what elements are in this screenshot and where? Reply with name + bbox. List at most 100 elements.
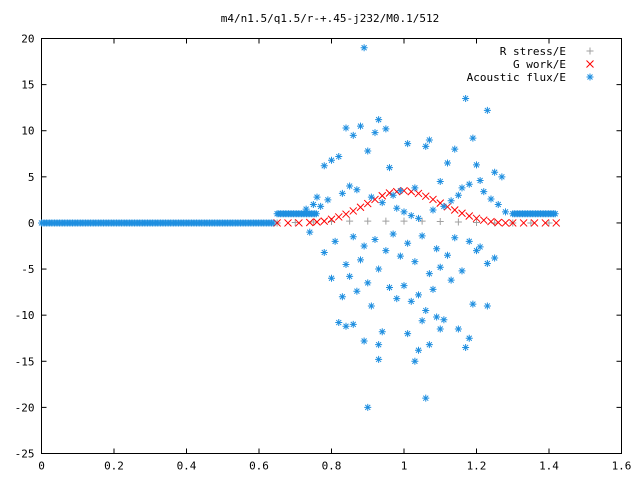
y-tick-label: -15 <box>15 355 35 368</box>
legend-marker <box>586 60 594 68</box>
data-point <box>473 247 480 255</box>
data-point <box>415 291 422 299</box>
data-point <box>305 218 314 227</box>
data-point <box>476 243 484 251</box>
data-point <box>269 219 277 227</box>
data-point <box>479 216 488 225</box>
legend-label: G work/E <box>513 58 566 71</box>
axis-tick-labels: 0 0.2 0.4 0.6 0.8 1 1.2 1.4 1.6 20 15 10 5 0 -5 -10 -15 -… <box>15 33 632 473</box>
data-point <box>291 218 299 226</box>
data-point <box>367 193 375 201</box>
data-point <box>364 279 372 287</box>
data-point <box>436 218 444 226</box>
data-point <box>404 330 412 338</box>
x-tick-label: 0.4 <box>177 460 197 473</box>
data-point <box>465 212 474 220</box>
data-point <box>363 199 372 208</box>
data-point <box>545 219 553 227</box>
y-tick-label: 5 <box>28 171 35 184</box>
data-point <box>480 188 488 196</box>
data-point <box>360 44 368 52</box>
data-point <box>353 186 361 194</box>
data-point <box>386 164 393 172</box>
x-tick-label: 1.2 <box>467 460 487 473</box>
data-point <box>382 125 390 133</box>
data-point <box>320 217 329 225</box>
data-point <box>375 116 383 124</box>
y-tick-label: -10 <box>15 309 35 322</box>
data-point <box>393 295 401 303</box>
data-point <box>458 209 466 218</box>
data-point <box>400 186 408 195</box>
data-point <box>367 302 375 310</box>
data-point <box>400 282 408 290</box>
data-point <box>447 197 455 205</box>
data-point <box>436 177 444 185</box>
data-point <box>404 140 412 148</box>
data-point <box>491 168 499 176</box>
data-point <box>422 142 430 150</box>
data-point <box>346 272 354 280</box>
y-tick-label: 0 <box>28 217 35 230</box>
legend-label: Acoustic flux/E <box>467 71 566 84</box>
data-point <box>415 214 422 222</box>
y-tick-label: 10 <box>21 125 34 138</box>
data-point <box>411 357 419 365</box>
legend-marker <box>586 73 594 81</box>
data-point <box>346 182 354 190</box>
data-point <box>320 248 328 256</box>
data-point <box>378 199 386 207</box>
data-point <box>502 208 509 216</box>
data-point <box>382 247 390 255</box>
data-point <box>429 195 437 204</box>
data-point <box>436 325 444 333</box>
data-point <box>451 234 459 242</box>
data-point <box>320 162 328 170</box>
data-point <box>552 219 561 227</box>
data-point <box>483 106 491 114</box>
data-point <box>476 177 484 185</box>
data-point <box>404 239 412 247</box>
y-tick-label: -5 <box>21 263 34 276</box>
data-point <box>422 394 430 402</box>
data-point <box>353 287 361 295</box>
data-point <box>393 204 401 212</box>
data-point <box>407 212 415 220</box>
data-point <box>400 217 408 225</box>
x-tick-label: 0 <box>38 460 45 473</box>
data-point <box>389 230 397 238</box>
data-point <box>411 258 419 266</box>
data-point <box>498 173 506 181</box>
data-point <box>342 210 350 219</box>
data-point <box>331 237 339 245</box>
data-point <box>309 218 317 226</box>
legend-label: R stress/E <box>500 45 566 58</box>
data-point <box>306 228 314 236</box>
data-point <box>335 319 343 327</box>
x-tick-label: 0.6 <box>249 460 269 473</box>
data-point <box>472 214 481 223</box>
data-point <box>444 251 451 259</box>
data-point <box>551 210 559 218</box>
data-point <box>454 325 462 333</box>
data-point <box>433 245 441 253</box>
data-point <box>338 293 346 301</box>
data-point <box>375 341 383 349</box>
data-point <box>371 129 379 137</box>
data-point <box>375 265 383 273</box>
y-tick-label: -20 <box>15 401 35 414</box>
y-tick-label: 20 <box>21 33 34 46</box>
data-point <box>378 191 387 200</box>
chart-title: m4/n1.5/q1.5/r-+.45-j232/M0.1/512 <box>221 12 440 25</box>
data-point <box>334 213 343 221</box>
data-point <box>342 124 350 132</box>
data-point <box>429 285 437 293</box>
data-point <box>356 203 365 212</box>
data-point <box>396 187 404 195</box>
data-point <box>378 328 386 336</box>
data-point <box>483 302 491 310</box>
data-point <box>407 297 415 305</box>
data-point <box>508 219 517 227</box>
